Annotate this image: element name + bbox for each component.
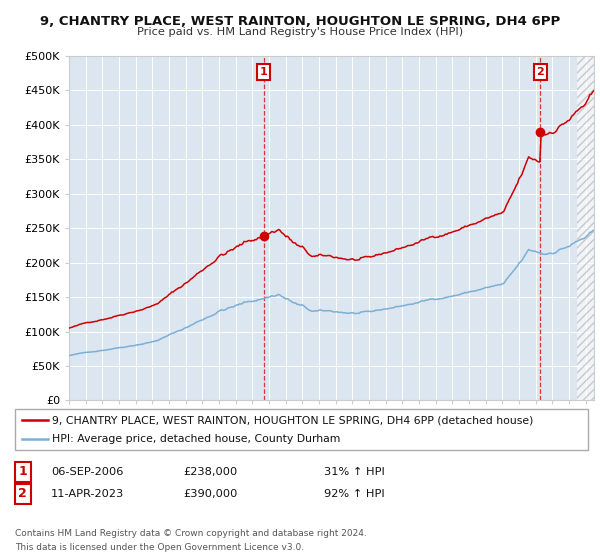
Text: £238,000: £238,000 xyxy=(183,466,237,477)
Text: 2: 2 xyxy=(19,487,27,501)
Text: Contains HM Land Registry data © Crown copyright and database right 2024.: Contains HM Land Registry data © Crown c… xyxy=(15,529,367,538)
Text: 06-SEP-2006: 06-SEP-2006 xyxy=(51,466,124,477)
Text: 9, CHANTRY PLACE, WEST RAINTON, HOUGHTON LE SPRING, DH4 6PP: 9, CHANTRY PLACE, WEST RAINTON, HOUGHTON… xyxy=(40,15,560,27)
Text: £390,000: £390,000 xyxy=(183,489,238,499)
Text: 1: 1 xyxy=(19,465,27,478)
Text: 1: 1 xyxy=(260,67,268,77)
Text: 92% ↑ HPI: 92% ↑ HPI xyxy=(324,489,385,499)
Text: 31% ↑ HPI: 31% ↑ HPI xyxy=(324,466,385,477)
Text: 11-APR-2023: 11-APR-2023 xyxy=(51,489,124,499)
Text: 9, CHANTRY PLACE, WEST RAINTON, HOUGHTON LE SPRING, DH4 6PP (detached house): 9, CHANTRY PLACE, WEST RAINTON, HOUGHTON… xyxy=(52,416,533,425)
Text: This data is licensed under the Open Government Licence v3.0.: This data is licensed under the Open Gov… xyxy=(15,543,304,552)
Text: 2: 2 xyxy=(536,67,544,77)
Text: HPI: Average price, detached house, County Durham: HPI: Average price, detached house, Coun… xyxy=(52,435,341,445)
Text: Price paid vs. HM Land Registry's House Price Index (HPI): Price paid vs. HM Land Registry's House … xyxy=(137,27,463,37)
Polygon shape xyxy=(577,56,594,400)
